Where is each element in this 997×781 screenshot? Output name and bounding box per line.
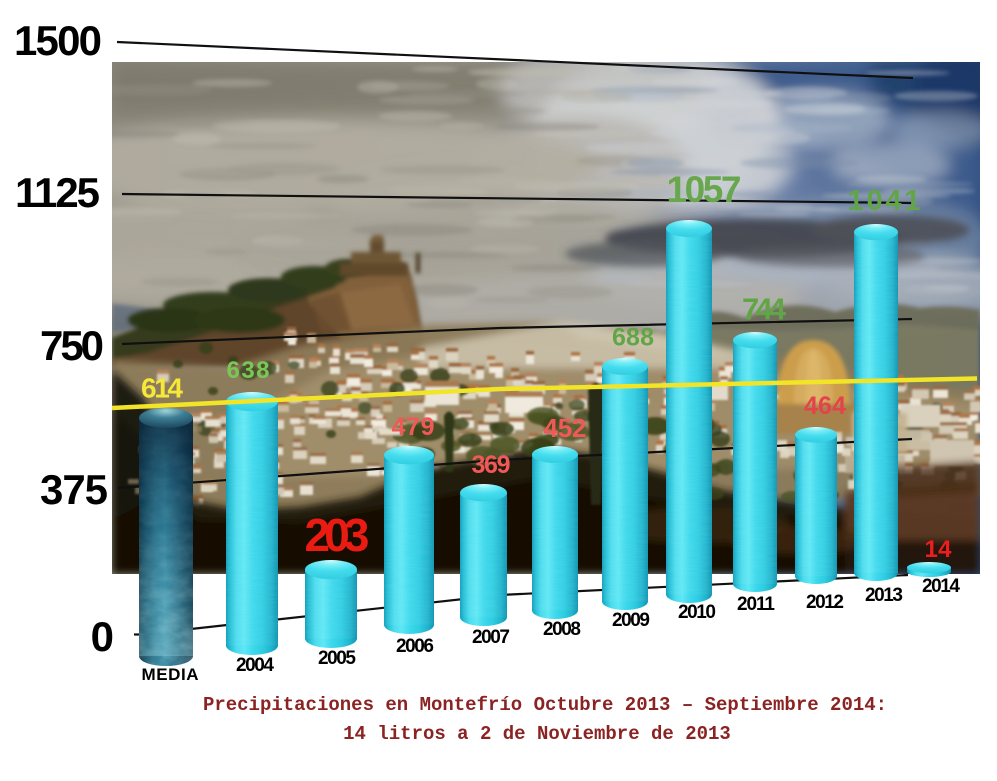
svg-text:369: 369 — [472, 451, 511, 479]
svg-text:2006: 2006 — [396, 636, 434, 657]
svg-text:638: 638 — [227, 357, 270, 384]
svg-text:14 litros a 2 de Noviembre de: 14 litros a 2 de Noviembre de 2013 — [343, 723, 731, 745]
svg-text:2013: 2013 — [865, 585, 903, 606]
svg-text:2004: 2004 — [236, 655, 274, 676]
svg-text:2012: 2012 — [806, 592, 844, 613]
svg-text:0: 0 — [91, 613, 114, 660]
svg-text:688: 688 — [612, 324, 654, 352]
svg-text:2007: 2007 — [472, 627, 510, 648]
svg-text:375: 375 — [40, 466, 108, 513]
svg-text:1500: 1500 — [14, 17, 102, 64]
svg-text:2010: 2010 — [678, 602, 716, 623]
svg-text:2009: 2009 — [612, 610, 650, 631]
svg-text:2005: 2005 — [318, 648, 356, 669]
svg-text:Precipitaciones en Montefrío O: Precipitaciones en Montefrío Octubre 201… — [203, 694, 887, 716]
svg-text:750: 750 — [40, 322, 104, 369]
svg-text:479: 479 — [392, 413, 435, 441]
svg-text:1057: 1057 — [667, 169, 742, 210]
svg-text:614: 614 — [141, 373, 183, 404]
svg-text:744: 744 — [742, 292, 787, 327]
svg-text:1125: 1125 — [15, 169, 100, 216]
svg-text:MEDIA: MEDIA — [142, 665, 199, 684]
svg-text:14: 14 — [925, 536, 953, 563]
svg-text:452: 452 — [544, 413, 587, 443]
svg-text:2011: 2011 — [737, 594, 775, 615]
svg-text:464: 464 — [804, 392, 846, 420]
svg-text:203: 203 — [305, 509, 370, 561]
svg-text:2014: 2014 — [922, 576, 960, 597]
svg-text:2008: 2008 — [543, 619, 581, 640]
